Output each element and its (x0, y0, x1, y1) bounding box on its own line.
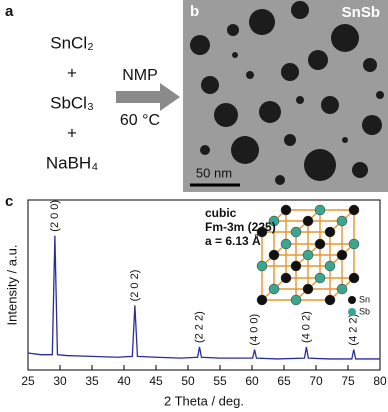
x-tick-label: 55 (213, 374, 227, 388)
particle (201, 76, 219, 94)
peak-label: (4 2 2) (348, 314, 360, 346)
peak-label: (2 0 0) (49, 200, 61, 232)
particle (232, 52, 238, 58)
particle (296, 96, 304, 104)
atom (268, 283, 280, 295)
peak-label: (2 0 2) (129, 270, 141, 302)
atom (336, 283, 348, 295)
atom (290, 294, 302, 306)
particle (362, 115, 382, 135)
panel-title: SnSb (342, 4, 380, 21)
atom (256, 260, 268, 272)
x-tick-label: 65 (277, 374, 291, 388)
particle (214, 103, 238, 127)
atom (256, 226, 268, 238)
particle (352, 162, 368, 178)
legend-label: Sn (359, 294, 370, 304)
legend-marker (348, 308, 356, 316)
particle (275, 175, 285, 185)
crystal-structure (256, 204, 360, 306)
particle (246, 71, 254, 79)
scale-bar-label: 50 nm (196, 165, 232, 180)
atom (324, 294, 336, 306)
atom (268, 215, 280, 227)
atom (314, 238, 326, 250)
particle (291, 1, 309, 19)
peak-label: (2 2 2) (193, 311, 205, 343)
particle (190, 35, 210, 55)
atom (290, 226, 302, 238)
reaction-arrow (116, 83, 180, 111)
atom (280, 238, 292, 250)
reactant: + (67, 123, 77, 142)
x-tick-label: 50 (181, 374, 195, 388)
xrd-line (27, 235, 380, 360)
atom (302, 215, 314, 227)
reactant: SnCl₂ (50, 33, 93, 52)
particle (304, 149, 336, 181)
particle (363, 58, 377, 72)
peak-label: (4 0 2) (300, 311, 312, 343)
particle (376, 91, 384, 99)
atom (336, 215, 348, 227)
reactant: SbCl₃ (50, 93, 94, 112)
x-tick-label: 45 (149, 374, 163, 388)
particle (259, 101, 281, 123)
peak-label: (4 0 0) (248, 314, 260, 346)
x-tick-label: 40 (117, 374, 131, 388)
plot-frame (27, 199, 381, 371)
x-tick-label: 70 (309, 374, 323, 388)
atom (302, 283, 314, 295)
atom (348, 238, 360, 250)
temperature: 60 °C (120, 112, 160, 129)
atom (290, 260, 302, 272)
atom (280, 272, 292, 284)
panel-label: b (190, 3, 199, 20)
atom (302, 249, 314, 261)
panel-label: c (5, 193, 13, 210)
solvent: NMP (122, 67, 158, 84)
particle (321, 96, 339, 114)
particle (284, 134, 296, 146)
particle (342, 137, 348, 143)
atom (268, 249, 280, 261)
reactant: NaBH₄ (46, 153, 98, 172)
x-tick-label: 80 (373, 374, 387, 388)
atom (314, 204, 326, 216)
x-tick-label: 25 (21, 374, 35, 388)
atom (280, 204, 292, 216)
particle (227, 24, 239, 36)
annotation: cubic (205, 206, 237, 220)
particle (308, 50, 328, 70)
x-tick-label: 75 (341, 374, 355, 388)
particle (200, 145, 210, 155)
tem-image (183, 0, 388, 192)
atom (314, 272, 326, 284)
atom (336, 249, 348, 261)
atom (256, 294, 268, 306)
x-tick-label: 30 (53, 374, 67, 388)
annotation: a = 6.13 Å (205, 233, 261, 248)
legend-label: Sb (359, 306, 370, 316)
particle (249, 9, 275, 35)
atom (348, 204, 360, 216)
particle (331, 24, 359, 52)
x-axis-label: 2 Theta / deg. (164, 393, 244, 408)
atom (324, 226, 336, 238)
particle (231, 136, 259, 164)
atom (348, 272, 360, 284)
reactant: + (67, 63, 77, 82)
legend-marker (348, 296, 356, 304)
x-tick-label: 35 (85, 374, 99, 388)
annotation: Fm-3m (225) (205, 220, 276, 234)
panel-label: a (5, 3, 14, 20)
atom (324, 260, 336, 272)
x-tick-label: 60 (245, 374, 259, 388)
y-axis-label: Intensity / a.u. (4, 245, 19, 326)
particle (281, 63, 299, 81)
